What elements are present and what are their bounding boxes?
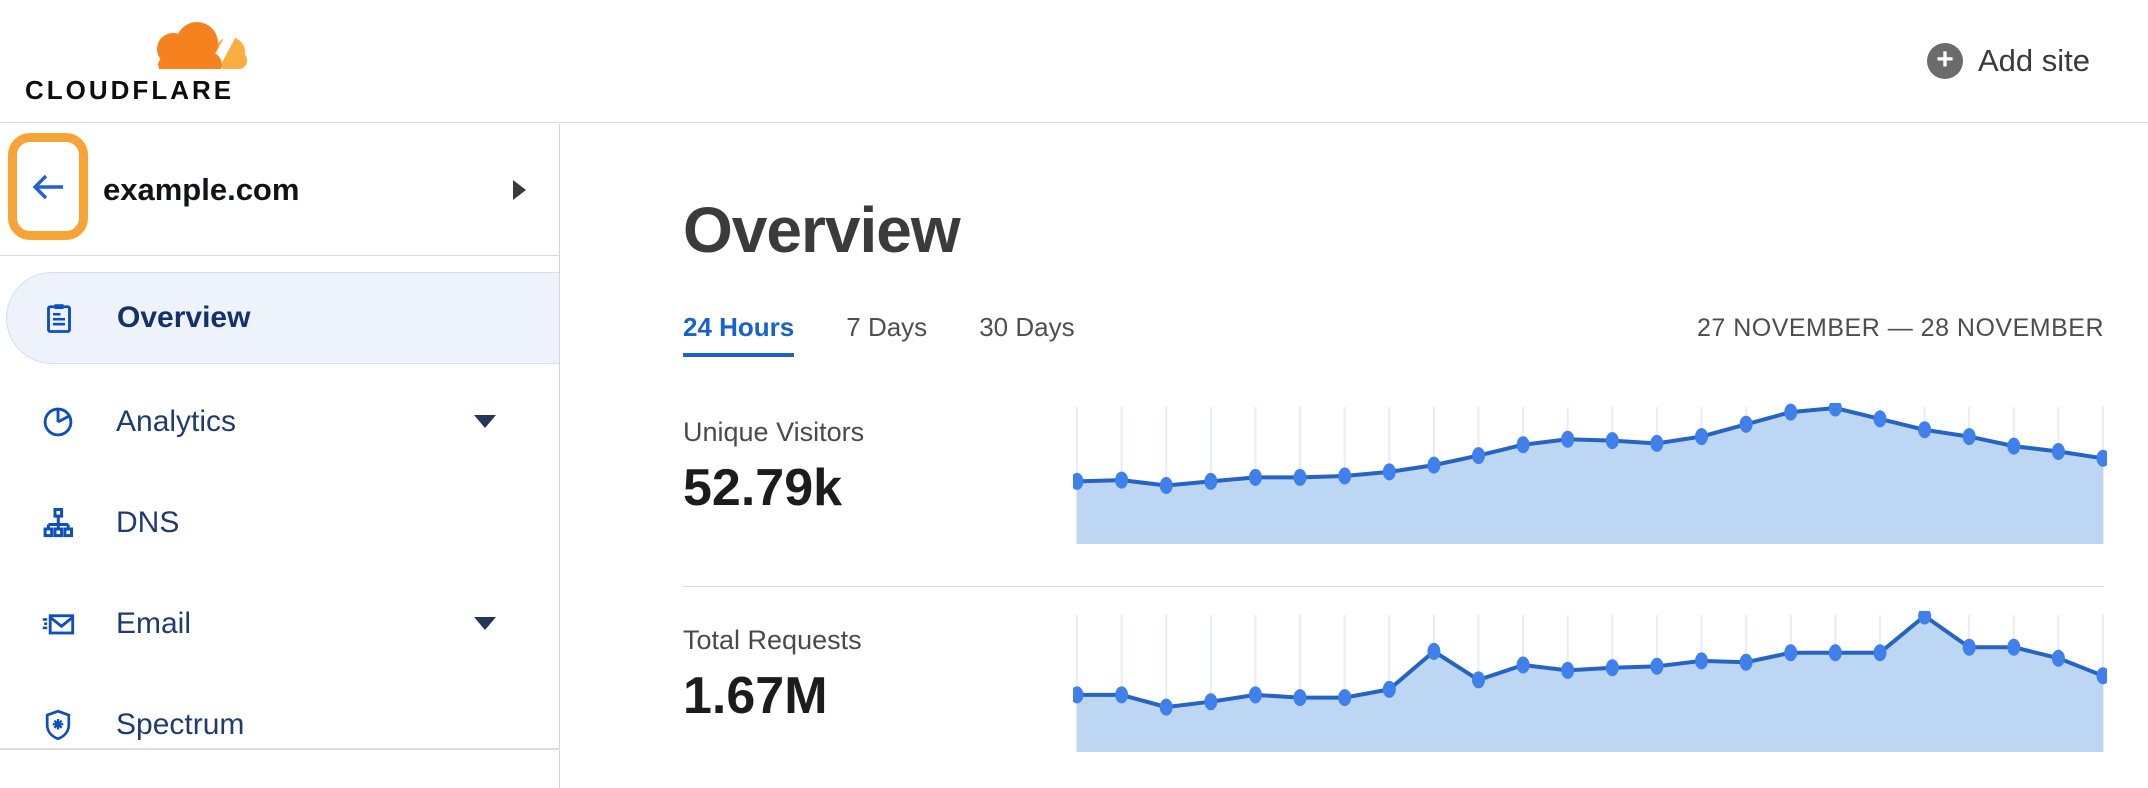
- tab-30-days[interactable]: 30 Days: [979, 312, 1075, 342]
- add-site-label: Add site: [1977, 43, 2090, 78]
- main-content: Overview 24 Hours 7 Days 30 Days 27 NOVE…: [561, 124, 2148, 788]
- site-expand-caret-icon[interactable]: [513, 179, 526, 200]
- sidebar-nav: Overview Analytics: [0, 256, 559, 775]
- page-title: Overview: [683, 194, 961, 266]
- sitemap-icon: [40, 505, 76, 541]
- top-header: CLOUDFLARE + Add site: [0, 0, 2148, 123]
- total-requests-row: Total Requests 1.67M: [683, 607, 2110, 766]
- unique-visitors-chart[interactable]: [1070, 399, 2110, 558]
- pie-chart-icon: [40, 404, 76, 440]
- back-button-highlight[interactable]: [8, 133, 88, 240]
- time-range-tabs: 24 Hours 7 Days 30 Days 27 NOVEMBER — 28…: [683, 312, 2104, 357]
- sidebar-item-label: Overview: [117, 301, 251, 334]
- unique-visitors-info: Unique Visitors 52.79k: [683, 403, 1073, 518]
- total-requests-chart[interactable]: [1070, 607, 2110, 766]
- shield-icon: [40, 707, 76, 743]
- unique-visitors-row: Unique Visitors 52.79k: [683, 399, 2110, 558]
- metric-value: 1.67M: [683, 667, 828, 725]
- metric-label: Total Requests: [683, 625, 862, 655]
- tab-7-days[interactable]: 7 Days: [846, 312, 928, 342]
- sidebar: example.com Overview: [0, 124, 560, 788]
- site-selector-row: example.com: [0, 124, 559, 256]
- site-name[interactable]: example.com: [103, 171, 300, 207]
- metric-divider: [683, 586, 2104, 587]
- date-range-label: 27 NOVEMBER — 28 NOVEMBER: [1696, 314, 2104, 342]
- email-icon: [40, 606, 76, 642]
- cloudflare-cloud-icon: [157, 22, 247, 72]
- sidebar-item-spectrum[interactable]: Spectrum: [0, 674, 559, 775]
- back-arrow-icon: [32, 174, 63, 199]
- metric-label: Unique Visitors: [683, 417, 865, 447]
- sidebar-item-label: Analytics: [116, 404, 237, 438]
- sidebar-item-label: Spectrum: [116, 707, 245, 741]
- cloudflare-logo-text: CLOUDFLARE: [25, 75, 235, 105]
- tab-24-hours[interactable]: 24 Hours: [683, 312, 795, 357]
- sidebar-section-divider: [0, 748, 560, 750]
- chevron-down-icon[interactable]: [474, 617, 496, 630]
- cloudflare-logo[interactable]: CLOUDFLARE: [0, 16, 251, 106]
- total-requests-info: Total Requests 1.67M: [683, 611, 1073, 726]
- sidebar-item-dns[interactable]: DNS: [0, 472, 559, 573]
- sidebar-item-email[interactable]: Email: [0, 573, 559, 674]
- add-site-button[interactable]: + Add site: [1926, 43, 2148, 79]
- sidebar-item-label: DNS: [116, 505, 180, 539]
- sidebar-item-analytics[interactable]: Analytics: [0, 371, 559, 472]
- clipboard-icon: [41, 300, 77, 336]
- sidebar-item-overview[interactable]: Overview: [6, 272, 559, 364]
- sidebar-item-label: Email: [116, 606, 192, 640]
- metric-value: 52.79k: [683, 459, 843, 517]
- chevron-down-icon[interactable]: [474, 415, 496, 428]
- plus-icon: +: [1926, 43, 1963, 79]
